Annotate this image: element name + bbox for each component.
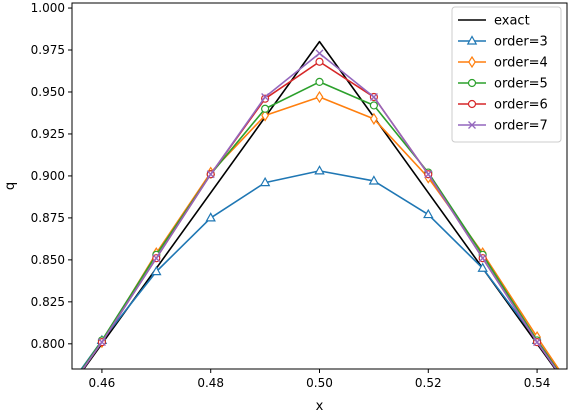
legend-label: exact xyxy=(494,14,530,29)
data-point-order-7 xyxy=(261,93,270,101)
legend-swatch-marker xyxy=(468,121,476,129)
data-point-order-5 xyxy=(369,101,378,110)
x-tick-label: 0.48 xyxy=(197,376,224,390)
legend-label: order=3 xyxy=(494,35,548,50)
legend-swatch-marker xyxy=(467,78,477,88)
y-tick-label: 0.875 xyxy=(31,211,65,225)
legend-swatch-marker xyxy=(467,99,477,109)
legend-entry-order-5: order=5 xyxy=(458,77,548,92)
data-point-order-3 xyxy=(151,265,162,276)
marker-stroke xyxy=(152,254,161,263)
y-tick-label: 1.000 xyxy=(31,1,65,15)
y-tick-label: 0.975 xyxy=(31,43,65,57)
marker-stroke xyxy=(478,254,487,263)
x-axis-label: x xyxy=(316,399,324,414)
series-layer xyxy=(80,40,560,369)
data-point-order-3 xyxy=(368,175,380,185)
x-tick-label: 0.54 xyxy=(524,376,551,390)
data-point-order-7 xyxy=(424,170,433,179)
marker-stroke xyxy=(424,170,433,179)
data-point-order-5 xyxy=(261,104,270,113)
x-tick-label: 0.46 xyxy=(89,376,116,390)
legend-swatch-marker xyxy=(466,35,478,45)
legend-label: order=7 xyxy=(494,119,548,134)
data-point-order-3 xyxy=(259,176,271,187)
y-axis: 0.800 0.825 0.850 0.875 0.900 0.925 0.950 0.975… xyxy=(31,1,72,351)
data-point-order-3 xyxy=(314,165,325,175)
data-point-order-5 xyxy=(315,77,324,87)
marker-stroke xyxy=(97,338,106,347)
x-axis: 0.46 0.48 0.50 0.52 0.54 xyxy=(89,369,551,390)
data-point-order-7 xyxy=(369,93,378,101)
legend-entry-order-6: order=6 xyxy=(458,98,548,113)
legend-entry-order-7: order=7 xyxy=(458,119,548,134)
marker-stroke xyxy=(468,121,476,129)
legend-label: order=6 xyxy=(494,98,548,113)
y-tick-label: 0.900 xyxy=(31,169,65,183)
marker-stroke xyxy=(315,49,324,58)
data-point-order-7 xyxy=(206,170,215,179)
marker-stroke xyxy=(533,338,542,347)
legend-label: order=4 xyxy=(494,56,548,71)
data-point-order-3 xyxy=(423,208,434,219)
y-axis-label: q xyxy=(3,182,18,190)
marker-stroke xyxy=(261,93,270,101)
legend-entry-order-3: order=3 xyxy=(458,35,548,50)
data-point-order-3 xyxy=(477,262,488,272)
x-tick-label: 0.50 xyxy=(306,376,333,390)
data-point-order-7 xyxy=(478,254,487,263)
marker-stroke xyxy=(206,170,215,179)
data-point-order-7 xyxy=(152,254,161,263)
data-point-order-7 xyxy=(315,49,324,58)
series-order-7 xyxy=(82,49,557,369)
data-point-order-4 xyxy=(369,112,378,125)
legend-entry-order-4: order=4 xyxy=(458,56,548,71)
legend-label: order=5 xyxy=(494,77,548,92)
marker-stroke xyxy=(369,93,378,101)
data-point-order-4 xyxy=(261,109,270,122)
y-tick-label: 0.825 xyxy=(31,295,65,309)
data-point-order-7 xyxy=(97,338,106,347)
data-point-order-6 xyxy=(315,57,324,66)
data-point-order-3 xyxy=(205,212,216,222)
y-tick-label: 0.925 xyxy=(31,127,65,141)
legend-entry-exact: exact xyxy=(458,14,530,29)
legend: exact order=3 order=4 order=5 order=6 order=7 xyxy=(451,6,562,143)
data-point-order-7 xyxy=(533,338,542,347)
y-tick-label: 0.850 xyxy=(31,253,65,267)
y-tick-label: 0.950 xyxy=(31,85,65,99)
y-tick-label: 0.800 xyxy=(31,337,65,351)
legend-swatch-marker xyxy=(468,55,476,69)
data-point-order-4 xyxy=(315,90,324,104)
x-tick-label: 0.52 xyxy=(415,376,442,390)
